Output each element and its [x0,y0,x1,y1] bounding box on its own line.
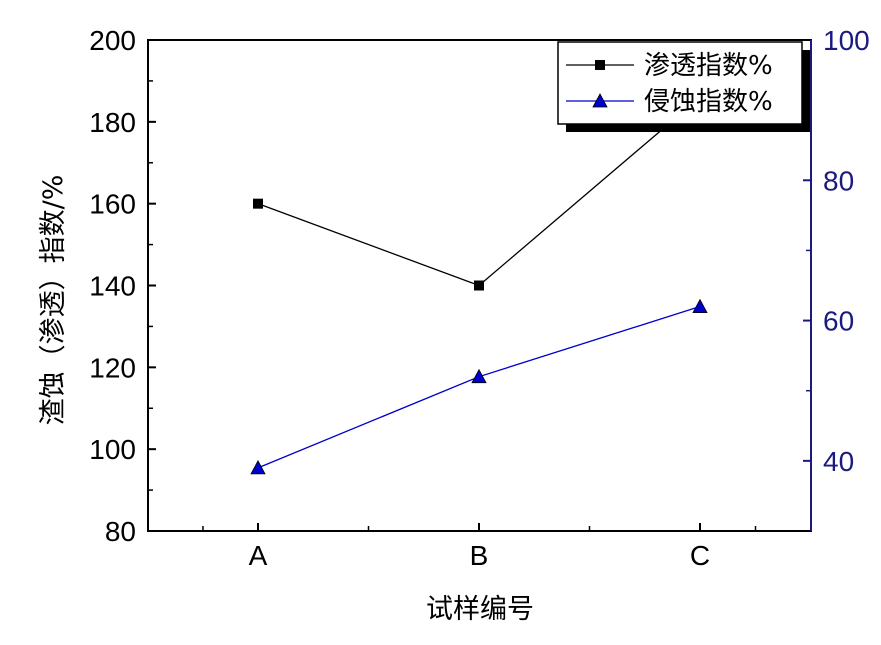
square-marker [253,198,263,209]
right-tick-label: 80 [823,165,854,196]
right-tick-label: 40 [823,446,854,477]
x-axis-title: 试样编号 [426,594,534,625]
x-axis-ticks: A B C [202,523,757,571]
right-tick-label: 100 [823,25,870,56]
left-tick-label: 120 [89,352,136,383]
y-axis-title-left: 渣蚀（渗透）指数/% [38,175,69,426]
left-tick-label: 200 [89,25,136,56]
legend: 渗透指数% 侵蚀指数% [557,41,810,132]
x-category-label: B [470,540,489,571]
right-axis-ticks: 40 60 80 100 [803,25,870,532]
left-tick-label: 80 [105,516,136,547]
square-marker [474,280,484,291]
left-tick-label: 180 [89,107,136,138]
series-line-1 [257,305,701,469]
triangle-marker [692,298,708,313]
right-tick-label: 60 [823,306,854,337]
legend-marker [595,60,605,70]
x-category-label: C [690,540,710,571]
legend-label: 侵蚀指数% [644,87,773,117]
left-tick-label: 160 [89,189,136,220]
x-category-label: A [249,540,268,571]
left-axis-ticks: 80 100 120 140 160 180 200 [89,25,156,547]
legend-marker [592,93,608,108]
triangle-marker [471,368,487,384]
left-tick-label: 140 [89,271,136,302]
left-tick-label: 100 [89,434,136,465]
legend-label: 渗透指数% [644,51,773,81]
series-layer [250,92,708,475]
triangle-marker [250,460,266,475]
legend-box [557,41,803,125]
